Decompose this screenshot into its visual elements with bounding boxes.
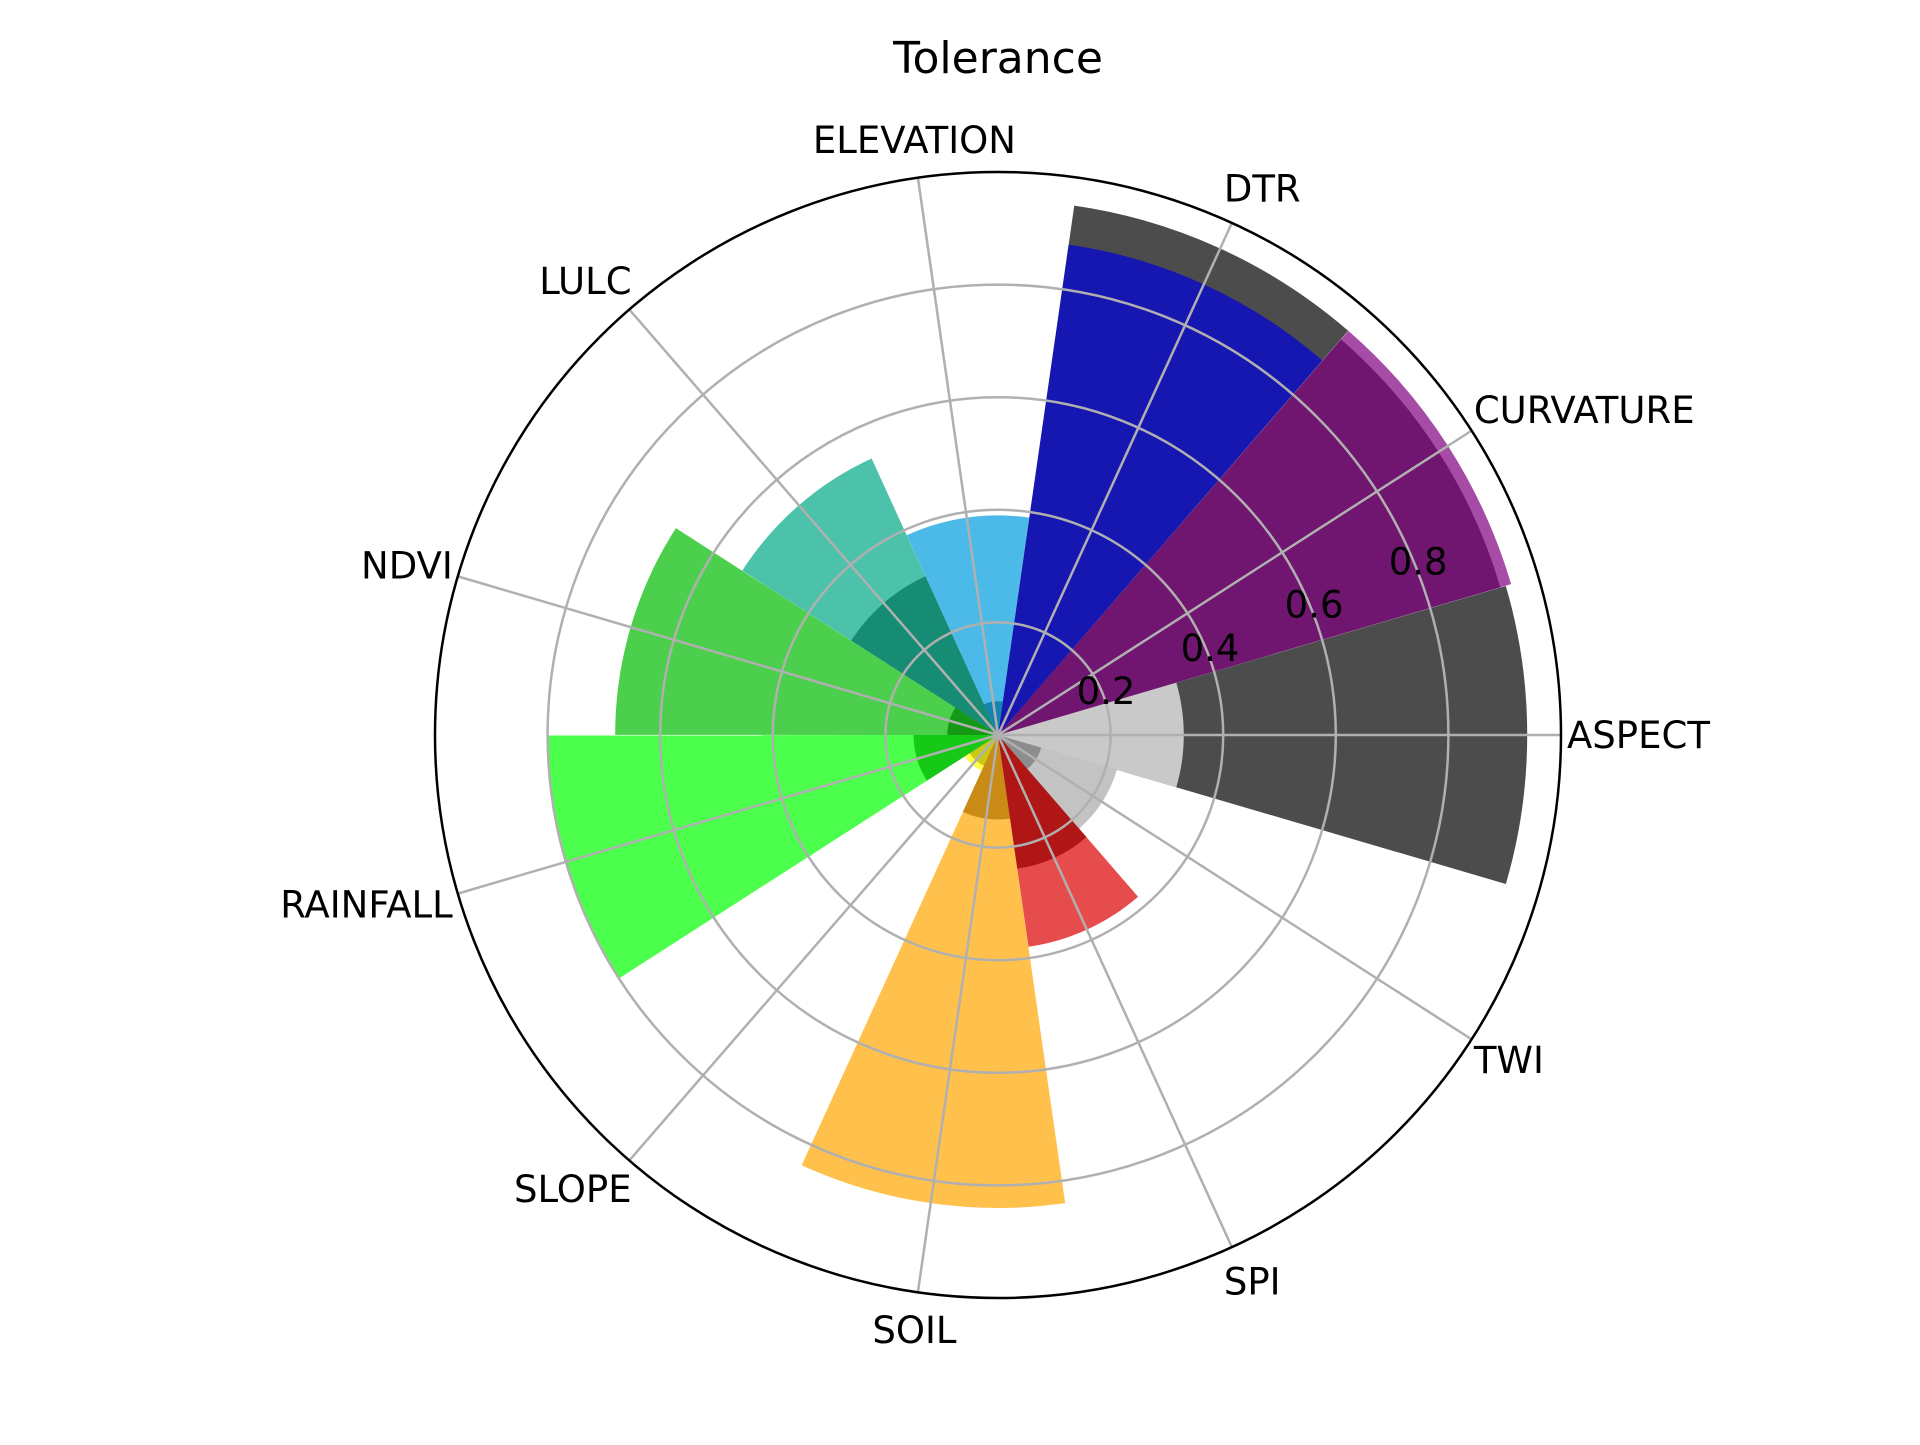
spoke-slope bbox=[628, 734, 999, 1162]
category-label-dtr: DTR bbox=[1224, 167, 1301, 210]
spoke-twi bbox=[997, 733, 1473, 1041]
category-label-rainfall: RAINFALL bbox=[280, 883, 453, 926]
r-tick-label-2: 0.4 bbox=[1181, 627, 1240, 670]
bar-series2-ndvi bbox=[615, 528, 998, 735]
spoke-ndvi bbox=[457, 575, 999, 737]
bar-series2-curvature bbox=[998, 330, 1512, 735]
spoke-curvature bbox=[997, 429, 1473, 737]
category-label-spi: SPI bbox=[1224, 1261, 1281, 1304]
spoke-elevation bbox=[916, 177, 1000, 736]
grid-layer bbox=[457, 177, 1561, 1293]
grid-ring-2 bbox=[771, 508, 1225, 962]
polar-frame bbox=[433, 170, 1563, 1300]
bar-series2-lulc bbox=[742, 458, 998, 735]
category-label-curvature: CURVATURE bbox=[1474, 389, 1695, 432]
r-tick-label-1: 0.2 bbox=[1077, 670, 1136, 713]
category-label-lulc: LULC bbox=[539, 260, 631, 303]
spoke-spi bbox=[996, 734, 1234, 1248]
category-label-elevation: ELEVATION bbox=[813, 119, 1016, 162]
labels-layer: ASPECT CURVATURE DTR ELEVATION LULC NDVI RAINF… bbox=[280, 119, 1710, 1352]
bar-series2-rainfall bbox=[547, 735, 998, 979]
r-tick-label-4: 0.8 bbox=[1389, 541, 1448, 584]
bar-series2-spi bbox=[998, 735, 1139, 947]
spoke-dtr bbox=[996, 222, 1234, 736]
grid-ring-4 bbox=[546, 283, 1450, 1187]
spoke-rainfall bbox=[457, 733, 999, 895]
r-tick-label-3: 0.6 bbox=[1285, 584, 1344, 627]
spoke-lulc bbox=[628, 308, 999, 736]
category-label-soil: SOIL bbox=[872, 1309, 957, 1352]
category-label-slope: SLOPE bbox=[514, 1168, 632, 1211]
bar-series2-dtr bbox=[998, 244, 1323, 735]
grid-ring-3 bbox=[658, 395, 1338, 1075]
category-label-aspect: ASPECT bbox=[1567, 714, 1710, 757]
bars-layer bbox=[547, 205, 1528, 1208]
category-label-twi: TWI bbox=[1473, 1039, 1544, 1082]
spoke-soil bbox=[916, 734, 1000, 1293]
category-label-ndvi: NDVI bbox=[361, 545, 453, 588]
bar-series2-soil bbox=[801, 735, 1066, 1208]
grid-ring-1 bbox=[884, 621, 1112, 849]
chart-title: Tolerance bbox=[892, 33, 1103, 84]
